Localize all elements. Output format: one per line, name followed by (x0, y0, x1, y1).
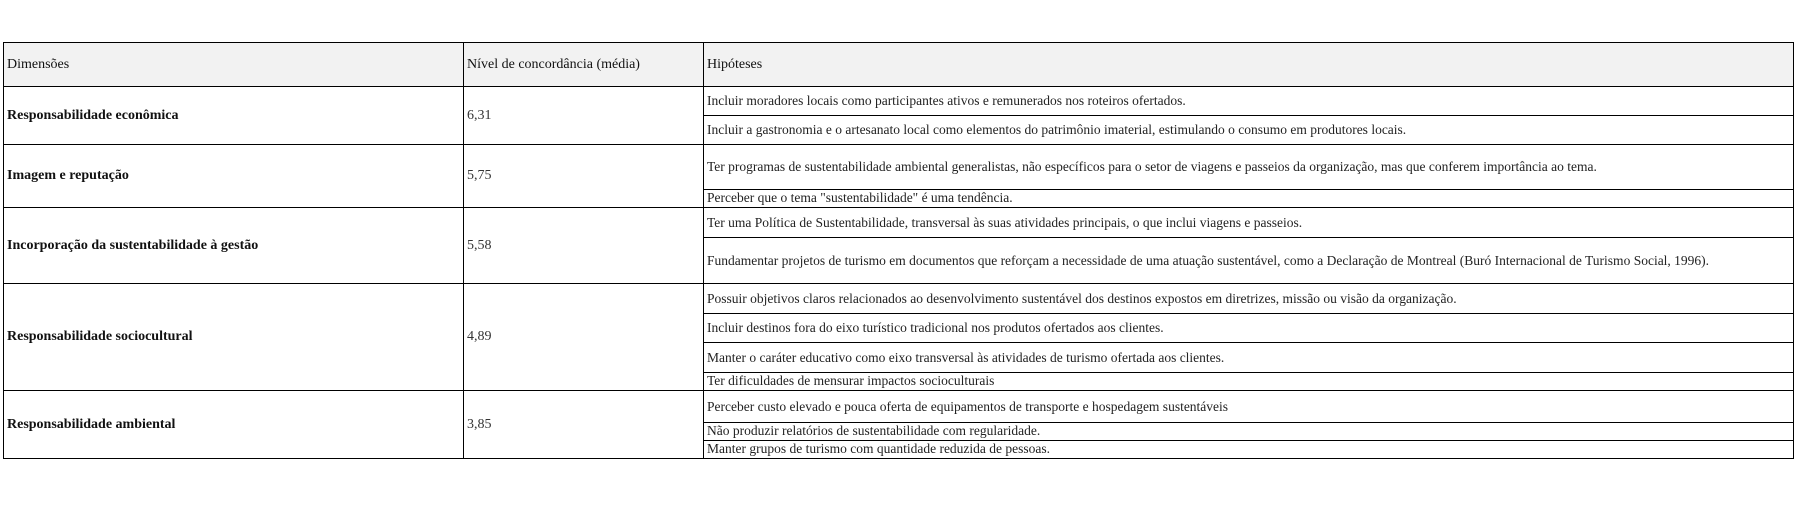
table-row: Perceber que o tema "sustentabilidade" é… (4, 189, 1794, 208)
hypothesis-cell: Não produzir relatórios de sustentabilid… (703, 422, 1794, 441)
dimension-cell: Responsabilidade ambiental (3, 390, 464, 459)
hypothesis-cell: Ter dificuldades de mensurar impactos so… (703, 372, 1794, 391)
table-row: Manter o caráter educativo como eixo tra… (4, 342, 1794, 373)
hypothesis-cell: Incluir moradores locais como participan… (703, 86, 1794, 116)
hypotheses-table: Dimensões Nível de concordância (média) … (3, 42, 1794, 459)
table-body: Responsabilidade econômica 6,31 Incluir mo… (3, 86, 1794, 459)
hypothesis-cell: Manter o caráter educativo como eixo tra… (703, 342, 1794, 373)
header-mean-agreement: Nível de concordância (média) (463, 42, 704, 87)
table-row: Manter grupos de turismo com quantidade … (4, 440, 1794, 459)
hypothesis-cell: Perceber custo elevado e pouca oferta de… (703, 390, 1794, 423)
hypothesis-cell: Possuir objetivos claros relacionados ao… (703, 283, 1794, 314)
hypothesis-cell: Manter grupos de turismo com quantidade … (703, 440, 1794, 459)
hypothesis-cell: Incluir destinos fora do eixo turístico … (703, 313, 1794, 343)
hypothesis-cell: Ter programas de sustentabilidade ambien… (703, 144, 1794, 190)
table-row: Fundamentar projetos de turismo em docum… (4, 237, 1794, 284)
mean-agreement-cell: 5,58 (463, 207, 704, 284)
hypothesis-cell: Ter uma Política de Sustentabilidade, tr… (703, 207, 1794, 238)
dimension-cell: Responsabilidade econômica (3, 86, 464, 145)
dimension-cell: Incorporação da sustentabilidade à gestã… (3, 207, 464, 284)
mean-agreement-cell: 3,85 (463, 390, 704, 459)
mean-agreement-cell: 5,75 (463, 144, 704, 208)
dimension-cell: Imagem e reputação (3, 144, 464, 208)
mean-agreement-cell: 6,31 (463, 86, 704, 145)
header-hypotheses: Hipóteses (703, 42, 1794, 87)
mean-agreement-cell: 4,89 (463, 283, 704, 391)
table-row: Incluir a gastronomia e o artesanato loc… (4, 115, 1794, 145)
table-row: Imagem e reputação 5,75 Ter programas de s… (3, 144, 1794, 208)
dimension-cell: Responsabilidade sociocultural (3, 283, 464, 391)
table-row: Não produzir relatórios de sustentabilid… (4, 422, 1794, 441)
table-row: Responsabilidade sociocultural 4,89 Possui… (3, 283, 1794, 391)
table-row: Responsabilidade econômica 6,31 Incluir mo… (3, 86, 1794, 145)
table-row: Responsabilidade ambiental 3,85 Perceber c… (3, 390, 1794, 459)
header-row: Dimensões Nível de concordância (média) … (3, 42, 1794, 87)
hypothesis-cell: Perceber que o tema "sustentabilidade" é… (703, 189, 1794, 208)
table-row: Incorporação da sustentabilidade à gestã… (3, 207, 1794, 284)
hypothesis-cell: Fundamentar projetos de turismo em docum… (703, 237, 1794, 284)
hypothesis-cell: Incluir a gastronomia e o artesanato loc… (703, 115, 1794, 145)
header-dimensions: Dimensões (3, 42, 464, 87)
